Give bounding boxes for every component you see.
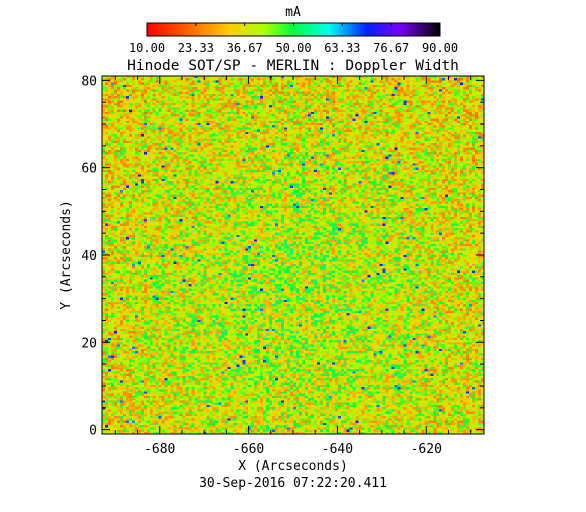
x-axis-tick-labels: -680 -660 -640 -620 [144,442,442,457]
x-tick-label: -620 [411,442,442,457]
colorbar-tick-label: 76.67 [373,41,409,55]
y-tick-label: 20 [81,336,97,351]
x-tick-label: -640 [322,442,353,457]
x-tick-label: -680 [144,442,175,457]
y-tick-label: 40 [81,249,97,264]
doppler-width-map [102,76,484,434]
y-axis-tick-labels: 0 20 40 60 80 [81,74,97,438]
colorbar-tick-label: 90.00 [422,41,458,55]
y-tick-label: 60 [81,162,97,177]
heatmap-raster [102,76,484,434]
colorbar-tick-label: 36.67 [227,41,263,55]
y-tick-label: 0 [89,424,97,439]
x-axis-label: X (Arcseconds) [238,459,348,474]
colorbar-tick-label: 50.00 [275,41,311,55]
x-axis-ticks [114,76,472,434]
y-axis-ticks [102,79,484,431]
colorbar-unit: mA [285,5,301,20]
colorbar-tick-label: 23.33 [178,41,214,55]
chart-title: Hinode SOT/SP - MERLIN : Doppler Width [127,58,459,74]
y-axis-label: Y (Arcseconds) [59,200,74,310]
colorbar-tick-label: 63.33 [324,41,360,55]
colorbar-ticks [146,23,441,26]
y-tick-label: 80 [81,74,97,89]
colorbar-tick-labels: 10.00 23.33 36.67 50.00 63.33 76.67 90.00 [129,41,458,55]
timestamp: 30-Sep-2016 07:22:20.411 [199,476,387,491]
colorbar-tick-label: 10.00 [129,41,165,55]
x-tick-label: -660 [233,442,264,457]
